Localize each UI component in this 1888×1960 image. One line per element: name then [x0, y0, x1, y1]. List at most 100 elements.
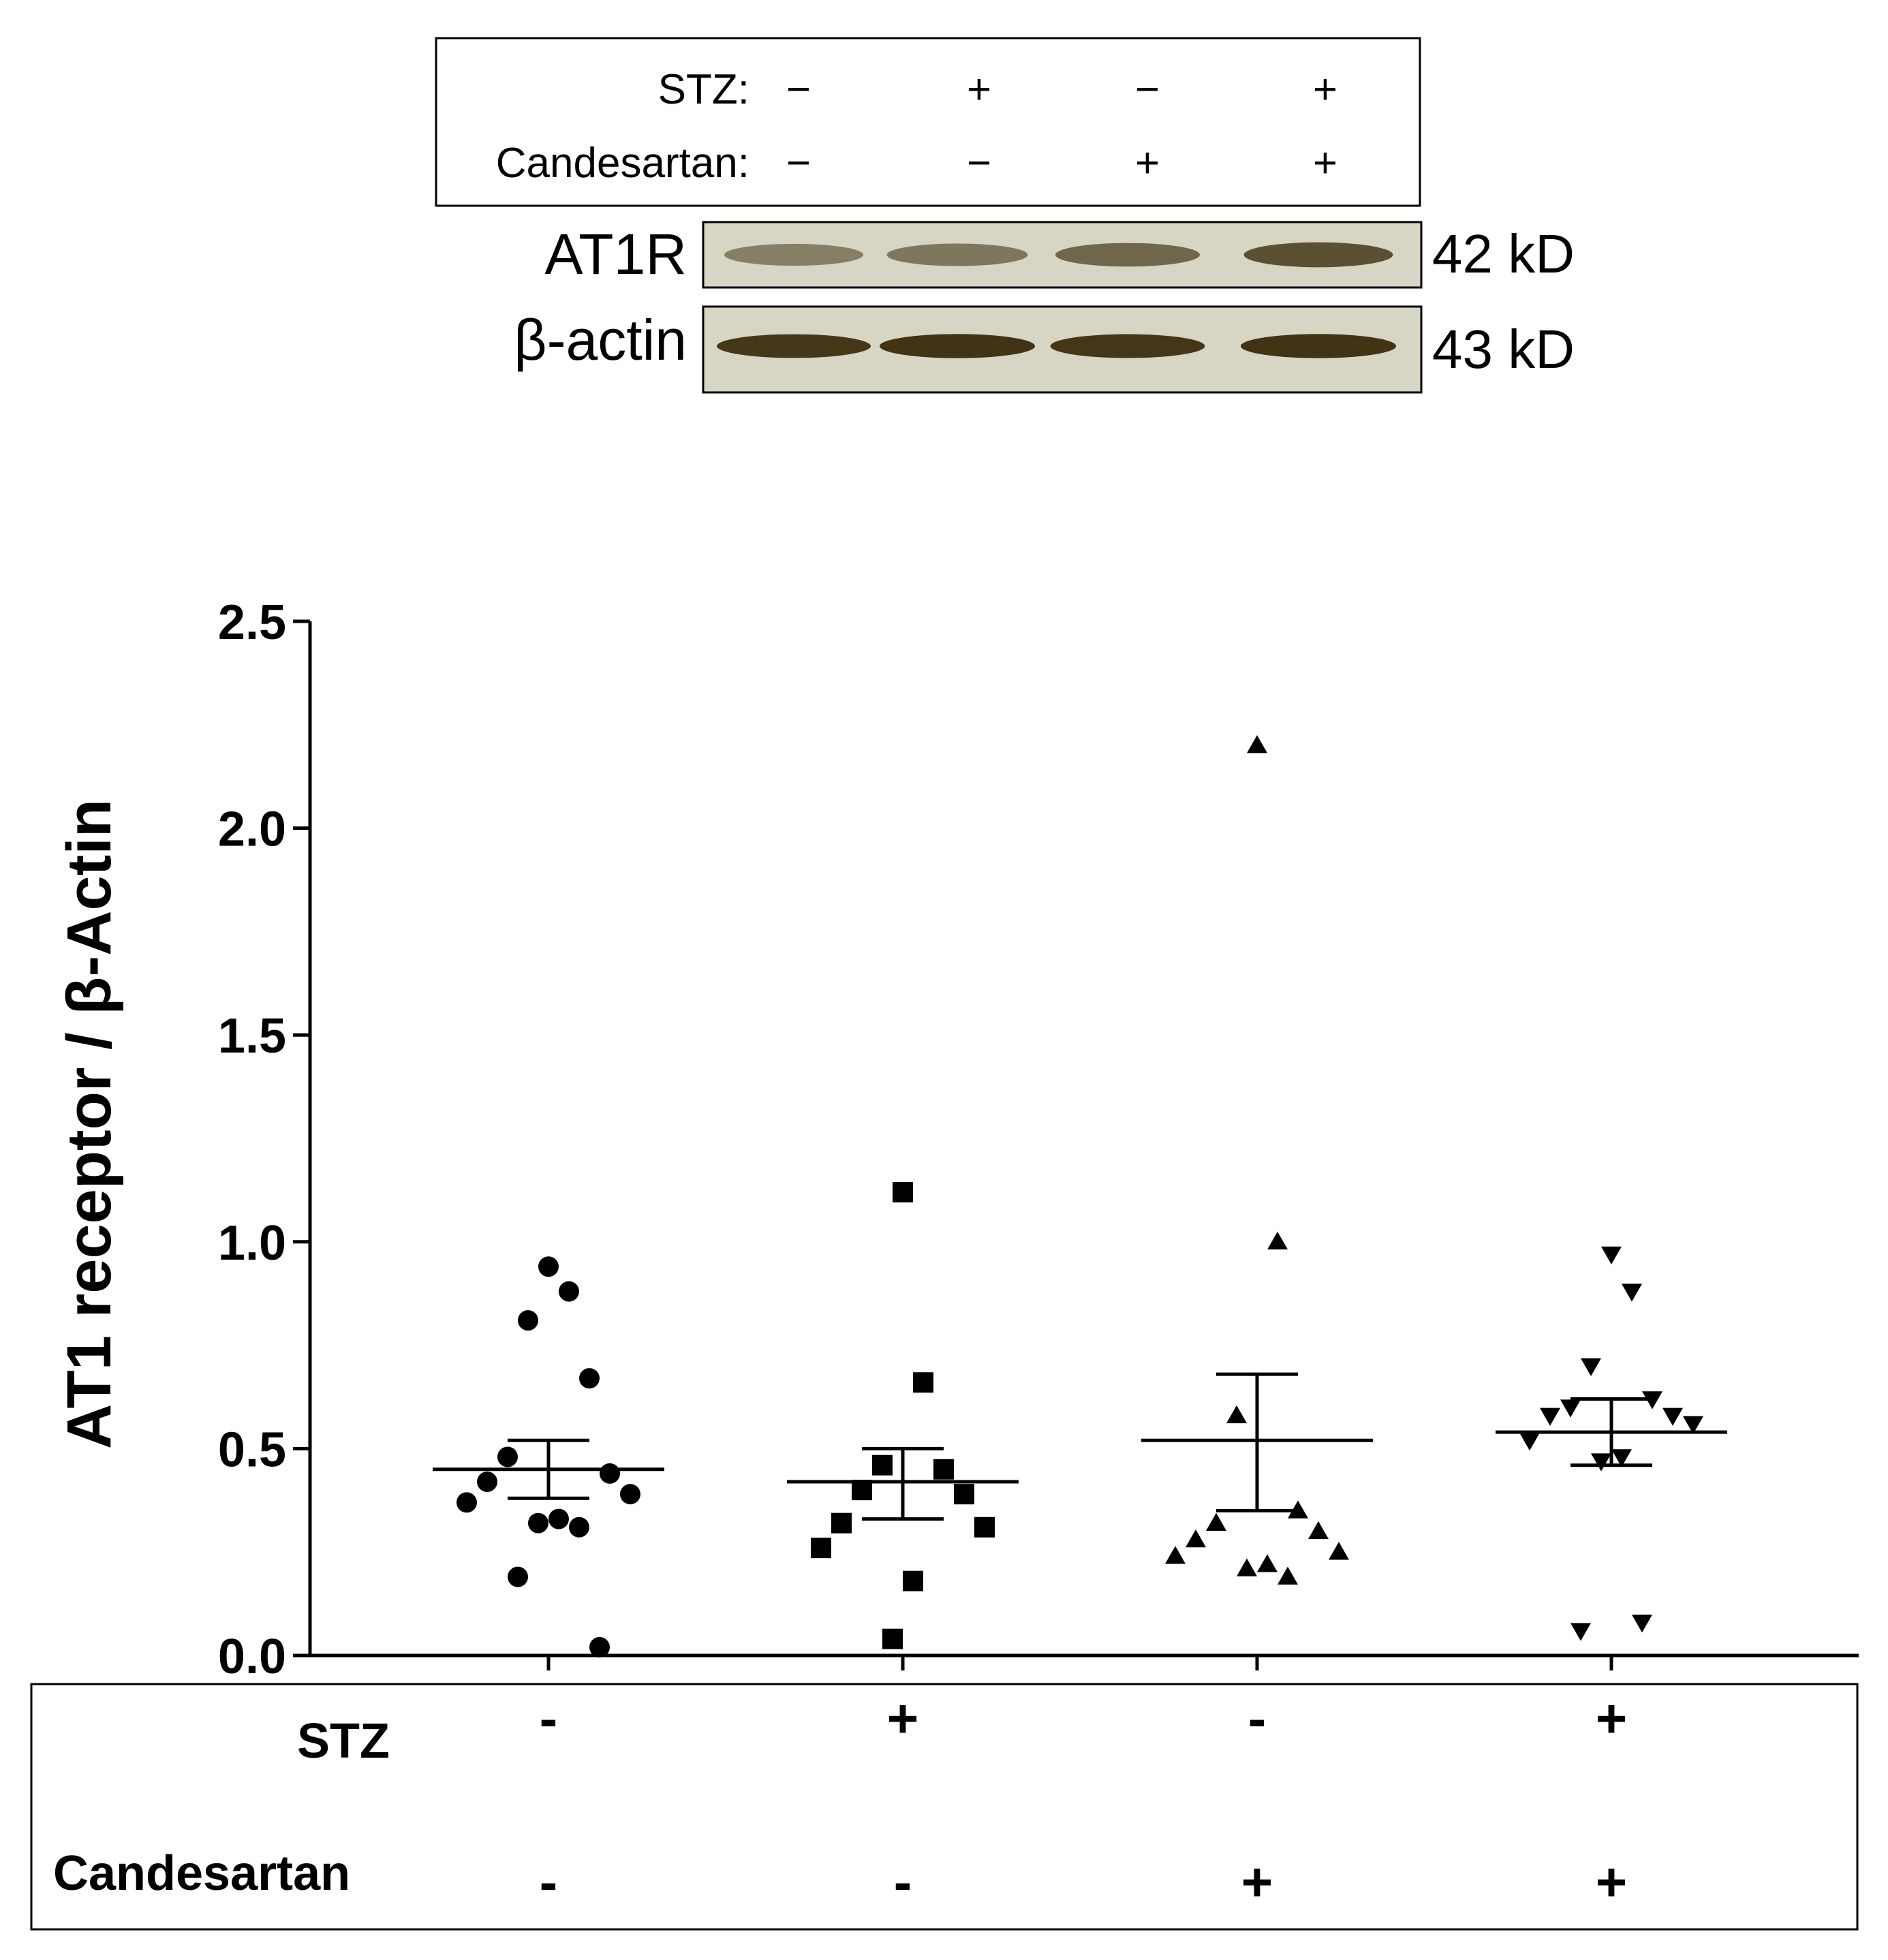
table-candesartan-sign: +	[1596, 1852, 1628, 1912]
data-point	[903, 1570, 923, 1591]
data-point	[620, 1484, 640, 1505]
plot: AT1 receptor / β-Actin 0.0 0.5 1.0 1.5 2.0 2.…	[55, 595, 1859, 1684]
y-tick-label: 2.5	[218, 595, 286, 650]
data-point	[579, 1368, 600, 1389]
data-point	[974, 1516, 995, 1538]
data-point	[1601, 1246, 1622, 1265]
data-point	[497, 1446, 518, 1467]
blot-candesartan-sign: −	[786, 140, 811, 187]
data-point	[1611, 1449, 1632, 1467]
blot-band	[717, 334, 871, 358]
data-point	[1257, 1554, 1278, 1572]
data-point	[569, 1516, 589, 1538]
data-point	[1308, 1521, 1329, 1540]
y-tick-label: 0.5	[218, 1422, 286, 1477]
blot-band-label-at1r: AT1R	[545, 222, 687, 286]
data-point	[508, 1566, 528, 1587]
data-point	[1560, 1399, 1581, 1418]
blot-candesartan-sign: +	[1313, 140, 1337, 187]
data-point	[893, 1181, 913, 1202]
data-point	[1519, 1433, 1540, 1451]
y-ticks: 0.0 0.5 1.0 1.5 2.0 2.5	[218, 595, 310, 1684]
data-point	[477, 1471, 497, 1492]
y-tick-label: 0.0	[218, 1630, 286, 1684]
table-candesartan-sign: -	[540, 1852, 558, 1912]
table-stz-sign: +	[887, 1688, 919, 1749]
blot-condition-box: STZ: Candesartan: − + − + − − + +	[435, 37, 1421, 207]
data-point	[933, 1459, 954, 1480]
series-group	[1141, 735, 1373, 1585]
table-stz-sign: +	[1596, 1688, 1628, 1749]
table-candesartan-sign: -	[894, 1852, 912, 1912]
blot-band	[1050, 334, 1205, 358]
blot-signs: − + − + − − + +	[786, 66, 1337, 187]
blot-band	[1243, 242, 1393, 268]
data-point	[1278, 1566, 1298, 1585]
data-point	[913, 1372, 933, 1393]
data-point	[872, 1455, 893, 1476]
data-point	[831, 1512, 852, 1534]
data-point	[600, 1463, 620, 1484]
data-point	[954, 1484, 974, 1505]
blot-candesartan-label: Candesartan:	[496, 140, 749, 187]
blot-band	[1055, 243, 1200, 267]
blot-stz-label: STZ:	[658, 66, 749, 113]
table-candesartan-sign: +	[1241, 1852, 1273, 1912]
blot-panels: AT1R β-actin 42 kD 43 kD	[514, 221, 1575, 394]
blot-band	[724, 243, 863, 266]
blot-candesartan-sign: −	[967, 140, 991, 187]
blot-bands	[717, 242, 1396, 358]
data-point	[528, 1512, 548, 1534]
y-tick-label: 1.5	[218, 1009, 286, 1063]
blot-band-label-actin: β-actin	[514, 308, 687, 372]
table-stz-label: STZ	[297, 1714, 390, 1769]
condition-table: STZ Candesartan - - + - - + + +	[30, 1683, 1859, 1931]
data-point	[1226, 1405, 1247, 1424]
data-point	[548, 1508, 569, 1529]
blot-stz-sign: +	[1313, 66, 1337, 113]
blot-stz-sign: −	[786, 66, 811, 113]
y-tick-label: 2.0	[218, 803, 286, 857]
blot-stz-sign: +	[967, 66, 991, 113]
data-point	[1540, 1407, 1560, 1426]
blot-stz-sign: −	[1135, 66, 1160, 113]
data-point	[538, 1256, 559, 1277]
data-point	[1622, 1284, 1642, 1302]
data-point	[1206, 1512, 1226, 1531]
data-point	[1581, 1358, 1601, 1376]
table-candesartan-label: Candesartan	[53, 1846, 350, 1901]
data-point	[1247, 735, 1267, 753]
blot-band	[1241, 334, 1396, 358]
blot-band	[886, 243, 1028, 266]
table-stz-sign: -	[1248, 1688, 1267, 1749]
data-point	[559, 1281, 579, 1302]
y-tick-label: 1.0	[218, 1216, 286, 1271]
table-stz-sign: -	[540, 1688, 558, 1749]
blot-candesartan-sign: +	[1135, 140, 1160, 187]
series-group	[433, 1256, 664, 1658]
blot-band	[880, 334, 1035, 358]
data-point	[1683, 1416, 1703, 1434]
data-point	[1267, 1231, 1288, 1250]
data-point	[518, 1310, 538, 1331]
data-point	[456, 1492, 477, 1513]
data-point	[811, 1538, 831, 1559]
series-layer	[433, 735, 1727, 1658]
data-point	[1632, 1615, 1652, 1633]
data-point	[1165, 1546, 1186, 1564]
blot-size-at1r: 42 kD	[1432, 223, 1575, 284]
x-ticks	[546, 1655, 1613, 1670]
data-point	[589, 1636, 610, 1658]
series-group	[787, 1181, 1019, 1649]
data-point	[1591, 1453, 1611, 1472]
data-point	[1570, 1623, 1591, 1641]
series-group	[1496, 1246, 1727, 1641]
data-point	[1186, 1529, 1206, 1548]
data-point	[1662, 1407, 1683, 1426]
data-point	[1237, 1558, 1257, 1576]
y-axis-label: AT1 receptor / β-Actin	[55, 799, 124, 1449]
table-signs: - - + - - + + +	[540, 1688, 1628, 1912]
blot-size-actin: 43 kD	[1432, 319, 1575, 379]
data-point	[1329, 1542, 1349, 1560]
